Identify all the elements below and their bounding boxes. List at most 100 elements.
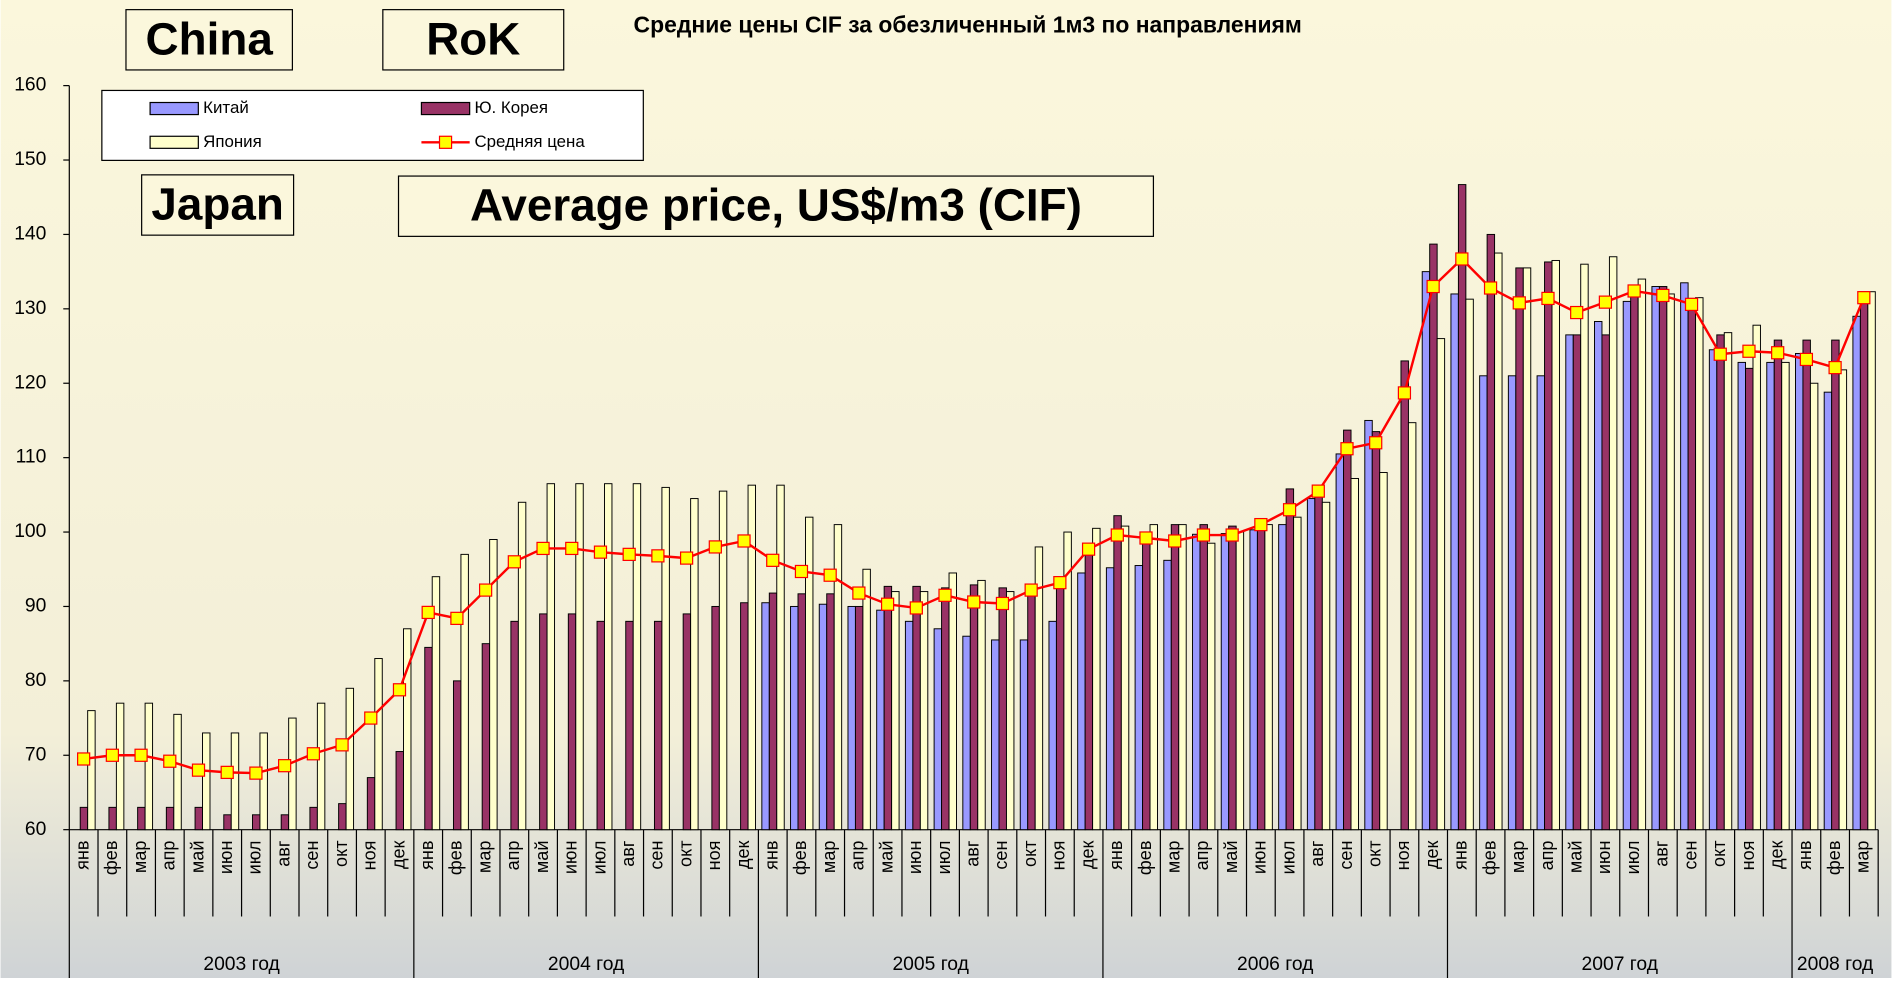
x-tick-label: авг (618, 840, 638, 867)
x-tick-label: янв (72, 841, 92, 870)
marker (1369, 436, 1383, 450)
bar (1737, 361, 1747, 831)
x-tick-label: окт (1020, 841, 1040, 867)
bar (202, 732, 211, 831)
bar (904, 620, 914, 831)
x-tick-label: фев (101, 841, 121, 876)
marker (450, 611, 464, 625)
bar (847, 605, 856, 831)
bar (1687, 297, 1697, 831)
annotation-box (141, 174, 295, 236)
x-tick-label: янв (1106, 841, 1126, 870)
legend-swatch (149, 135, 199, 149)
x-tick-label: июл (1623, 841, 1643, 875)
marker (1397, 386, 1412, 400)
bar (1264, 524, 1273, 831)
marker (1254, 517, 1268, 532)
x-tick-label: янв (1795, 841, 1815, 870)
marker (1426, 279, 1440, 294)
bar (251, 814, 261, 831)
bar (338, 803, 347, 831)
marker (1196, 528, 1211, 542)
bar (1005, 591, 1015, 831)
annotation-box (397, 175, 1155, 237)
marker (421, 605, 435, 620)
bar (489, 539, 498, 831)
y-tick-label: 160 (14, 75, 46, 96)
bar (969, 584, 979, 831)
bar (345, 687, 355, 831)
marker (1656, 288, 1670, 303)
marker (1483, 281, 1498, 295)
bar (1608, 256, 1618, 831)
bar (625, 620, 634, 831)
bar (991, 639, 1000, 831)
marker (134, 748, 148, 762)
marker (1684, 297, 1699, 312)
bar (1781, 361, 1790, 831)
bar (1515, 267, 1524, 831)
x-tick-label: май (876, 841, 896, 874)
x-tick-label: июн (1250, 841, 1270, 875)
bar (137, 806, 146, 831)
marker (1713, 347, 1727, 361)
bar (1507, 375, 1517, 831)
bar (452, 680, 462, 831)
x-tick-label: сен (302, 841, 322, 870)
y-tick-label: 80 (25, 670, 46, 691)
bar (1034, 546, 1044, 831)
marker (766, 553, 780, 567)
bar (87, 710, 96, 831)
bar (1745, 367, 1754, 831)
bar (682, 613, 692, 831)
bar (1486, 233, 1496, 831)
legend-label: Средняя цена (474, 132, 585, 151)
bar (876, 609, 885, 831)
marker (191, 763, 206, 777)
x-tick-label: ноя (1738, 841, 1758, 871)
marker (823, 568, 837, 582)
y-tick-label: 120 (14, 372, 46, 393)
marker (880, 597, 895, 611)
marker (1053, 576, 1067, 590)
bar (1142, 531, 1151, 831)
bar (1400, 360, 1409, 831)
marker (249, 766, 263, 780)
x-tick-label: апр (1192, 841, 1212, 871)
marker (77, 752, 91, 766)
marker (105, 748, 119, 762)
bar (165, 806, 175, 831)
marker (995, 596, 1010, 611)
x-tick-label: май (532, 841, 552, 874)
bar (1802, 339, 1811, 831)
x-tick-label: дек (1077, 840, 1097, 869)
bar (1666, 293, 1675, 831)
year-label: 2005 год (892, 954, 968, 975)
bar (1120, 525, 1130, 831)
bar (1421, 271, 1431, 831)
bar (797, 593, 806, 831)
x-tick-label: апр (1537, 841, 1557, 871)
annotation: RoK (426, 13, 520, 64)
marker (794, 564, 809, 579)
x-tick-label: ноя (360, 841, 380, 871)
bar (108, 806, 117, 831)
y-tick-label: 110 (16, 447, 47, 468)
legend-swatch (438, 135, 453, 149)
bar (1285, 488, 1295, 831)
bar (1019, 639, 1029, 831)
bar (776, 484, 785, 831)
bar (1457, 184, 1467, 831)
y-tick-label: 90 (25, 596, 46, 617)
marker (1570, 305, 1584, 320)
bar (1379, 472, 1388, 831)
annotations: China RoK (125, 9, 565, 71)
bar (1077, 572, 1086, 831)
annotation: Japan (151, 179, 283, 230)
marker (651, 549, 665, 563)
bar (1321, 501, 1331, 831)
x-tick-label: окт (331, 841, 351, 867)
bar (661, 486, 670, 831)
bar (1206, 542, 1216, 831)
y-tick-label: 100 (14, 521, 46, 542)
